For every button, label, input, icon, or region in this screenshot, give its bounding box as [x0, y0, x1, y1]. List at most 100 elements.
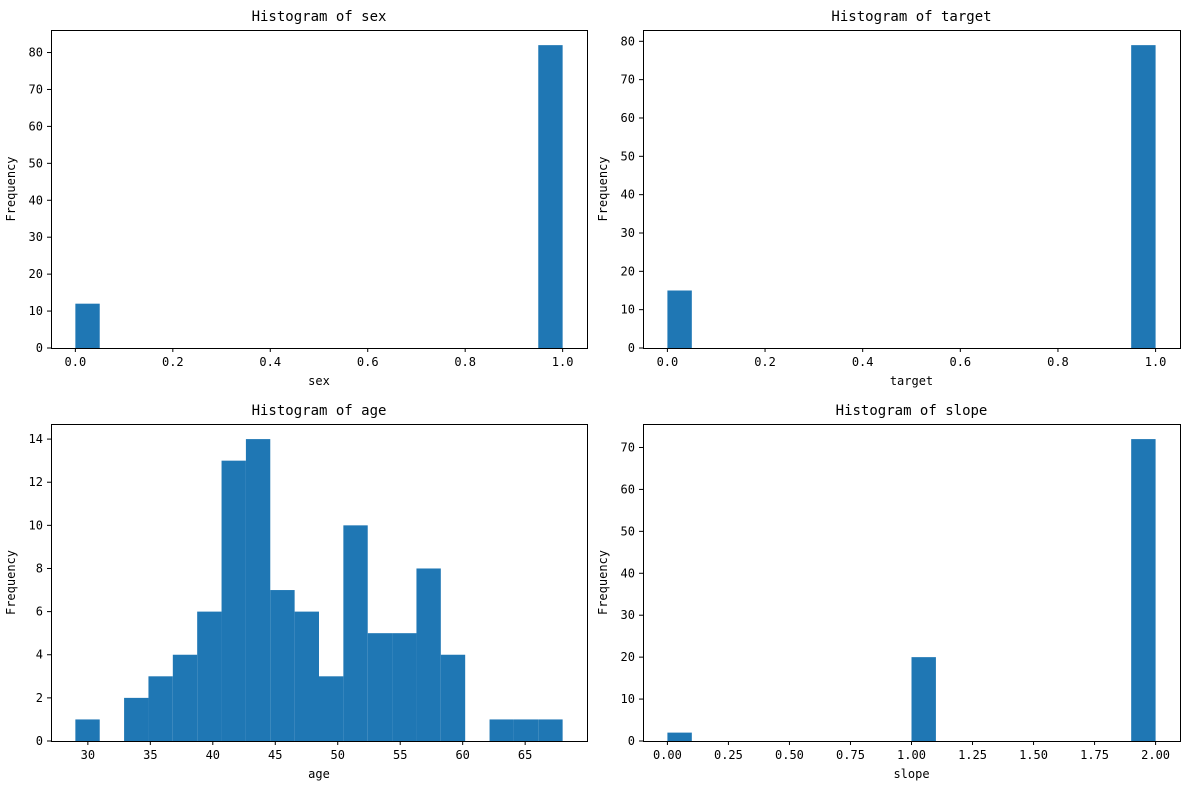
xtick-label-slope-7: 1.75: [1080, 748, 1109, 762]
ytick-label-age-2: 4: [36, 648, 43, 662]
xtick-label-target-2: 0.4: [852, 355, 874, 369]
bar-slope-bin-0: [667, 732, 692, 741]
bar-target-bin-0: [667, 290, 692, 348]
y-axis-label-target: Frequency: [596, 156, 610, 221]
bar-slope-bin-19: [1131, 439, 1156, 741]
ytick-label-slope-5: 50: [621, 524, 635, 538]
xtick-label-slope-5: 1.25: [958, 748, 987, 762]
xtick-label-age-4: 50: [331, 748, 345, 762]
x-axis-label-age: age: [308, 767, 330, 781]
subplot-sex: 0.0 0.2 0.4 0.6 0.8 1.0 0 10 20 30 40 50 60 70 80 Histo…: [4, 9, 588, 388]
xtick-label-age-2: 40: [206, 748, 220, 762]
ytick-label-slope-3: 30: [621, 608, 635, 622]
xtick-label-age-0: 30: [81, 748, 95, 762]
ytick-label-slope-7: 70: [621, 440, 635, 454]
bar-age-bin-15: [440, 654, 466, 741]
bar-age-bin-0: [75, 719, 100, 741]
xtick-label-age-3: 45: [268, 748, 282, 762]
y-axis-label-slope: Frequency: [596, 550, 610, 615]
bar-age-bin-10: [319, 676, 344, 741]
ytick-label-sex-7: 70: [29, 82, 43, 96]
ytick-label-target-4: 40: [621, 188, 635, 202]
xtick-label-sex-3: 0.6: [357, 355, 379, 369]
x-axis-label-target: target: [890, 374, 933, 388]
xtick-label-target-4: 0.8: [1047, 355, 1069, 369]
y-axis-label-sex: Frequency: [4, 156, 18, 221]
xtick-label-slope-6: 1.50: [1019, 748, 1048, 762]
xtick-label-sex-5: 1.0: [552, 355, 574, 369]
ytick-label-age-3: 6: [36, 605, 43, 619]
ytick-label-slope-0: 0: [628, 734, 635, 748]
ytick-label-target-1: 10: [621, 303, 635, 317]
bar-target-bin-19: [1131, 45, 1156, 348]
bar-age-bin-17: [489, 719, 514, 741]
bar-age-bin-6: [221, 460, 246, 741]
ytick-label-sex-8: 80: [29, 46, 43, 60]
xtick-label-sex-2: 0.4: [259, 355, 281, 369]
bar-age-bin-3: [148, 676, 173, 741]
ytick-label-target-8: 80: [621, 34, 635, 48]
bar-age-bin-12: [367, 633, 393, 741]
ytick-label-slope-6: 60: [621, 482, 635, 496]
ytick-label-age-1: 2: [36, 691, 43, 705]
bar-age-bin-14: [416, 568, 441, 741]
x-axis-label-sex: sex: [308, 374, 330, 388]
xtick-label-slope-3: 0.75: [836, 748, 865, 762]
xtick-label-age-1: 35: [143, 748, 157, 762]
ytick-label-sex-1: 10: [29, 304, 43, 318]
bar-age-bin-7: [245, 439, 271, 741]
subplot-target: 0.0 0.2 0.4 0.6 0.8 1.0 0 10 20 30 40 50 60 70 80 Histo…: [596, 9, 1181, 388]
ytick-label-sex-4: 40: [29, 193, 43, 207]
chart-title-slope: Histogram of slope: [836, 403, 988, 419]
ytick-label-age-4: 8: [36, 561, 43, 575]
bar-age-bin-4: [172, 654, 198, 741]
xtick-label-age-7: 65: [518, 748, 532, 762]
chart-title-target: Histogram of target: [831, 9, 991, 25]
axes-frame-target: [643, 30, 1181, 349]
xtick-label-target-3: 0.6: [949, 355, 971, 369]
ytick-label-sex-6: 60: [29, 119, 43, 133]
xtick-label-slope-0: 0.00: [653, 748, 682, 762]
ytick-label-target-0: 0: [628, 341, 635, 355]
ytick-label-sex-3: 30: [29, 230, 43, 244]
xtick-label-target-1: 0.2: [754, 355, 776, 369]
xtick-label-slope-2: 0.50: [775, 748, 804, 762]
xtick-label-slope-4: 1.00: [897, 748, 926, 762]
ytick-label-sex-5: 50: [29, 156, 43, 170]
xtick-label-sex-4: 0.8: [454, 355, 476, 369]
bar-sex-bin-19: [538, 45, 563, 348]
ytick-label-age-7: 14: [29, 432, 43, 446]
xtick-label-slope-8: 2.00: [1141, 748, 1170, 762]
ytick-label-target-5: 50: [621, 149, 635, 163]
xtick-label-target-5: 1.0: [1145, 355, 1167, 369]
ytick-label-sex-0: 0: [36, 341, 43, 355]
ytick-label-slope-4: 40: [621, 566, 635, 580]
ytick-label-target-7: 70: [621, 73, 635, 87]
ytick-label-target-3: 30: [621, 226, 635, 240]
ytick-label-sex-2: 20: [29, 267, 43, 281]
bar-slope-bin-10: [911, 657, 936, 741]
subplot-age: 30 35 40 45 50 55 60 65 0 2 4 6 8 10 12 14 Histogram of …: [4, 403, 588, 781]
chart-title-sex: Histogram of sex: [252, 9, 387, 25]
bar-age-bin-11: [343, 525, 368, 741]
y-axis-label-age: Frequency: [4, 550, 18, 615]
chart-title-age: Histogram of age: [252, 403, 387, 419]
bar-age-bin-9: [294, 611, 319, 741]
bar-age-bin-8: [270, 590, 295, 741]
xtick-label-age-5: 55: [393, 748, 407, 762]
bar-age-bin-18: [513, 719, 539, 741]
xtick-label-slope-1: 0.25: [714, 748, 743, 762]
subplot-slope: 0.00 0.25 0.50 0.75 1.00 1.25 1.50 1.75 2.00 0 10 2…: [596, 403, 1181, 781]
xtick-label-age-6: 60: [455, 748, 469, 762]
ytick-label-target-6: 60: [621, 111, 635, 125]
ytick-label-age-6: 12: [29, 475, 43, 489]
axes-frame-sex: [51, 30, 588, 349]
axes-frame-age: [51, 424, 588, 742]
x-axis-label-slope: slope: [893, 767, 929, 781]
ytick-label-age-0: 0: [36, 734, 43, 748]
ytick-label-age-5: 10: [29, 518, 43, 532]
ytick-label-slope-1: 10: [621, 692, 635, 706]
bar-sex-bin-0: [75, 303, 100, 348]
xtick-label-target-0: 0.0: [657, 355, 679, 369]
